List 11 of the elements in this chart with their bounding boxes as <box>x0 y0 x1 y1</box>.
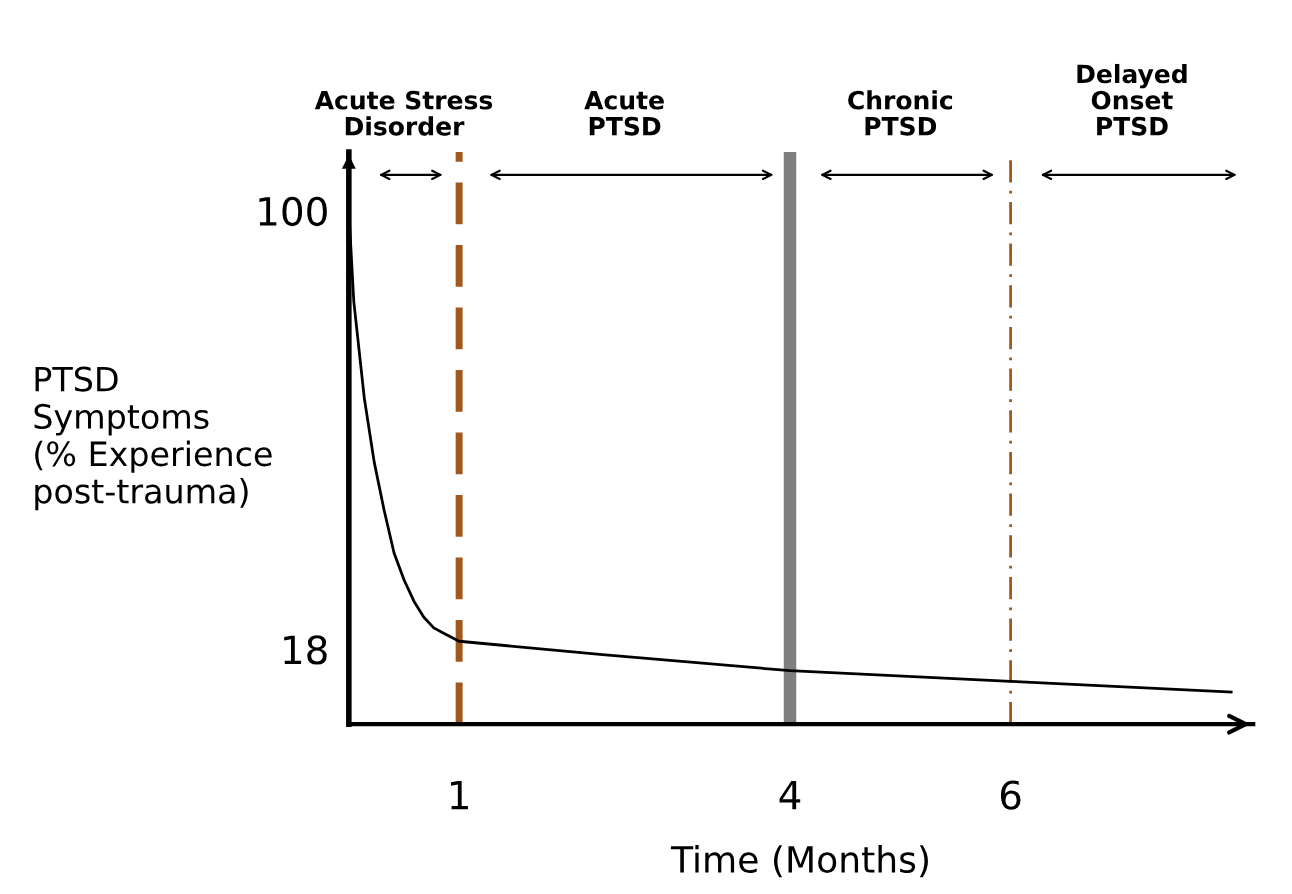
y-axis-title: PTSD Symptoms (% Experience post-trauma) <box>34 366 272 511</box>
text: Acute Stress Disorder <box>314 90 493 136</box>
x-tick-label: 1 <box>451 780 468 810</box>
x-tick-label: 4 <box>779 780 801 810</box>
text: Chronic PTSD <box>848 90 953 136</box>
y-tick-label: 18 <box>284 635 327 665</box>
text: Acute PTSD <box>584 91 664 136</box>
x-axis-title: Time (Months) <box>670 845 928 878</box>
y-tick-label: 100 <box>259 196 327 227</box>
x-tick-label: 6 <box>1000 780 1021 810</box>
text: Delayed Onset PTSD <box>1077 63 1187 136</box>
